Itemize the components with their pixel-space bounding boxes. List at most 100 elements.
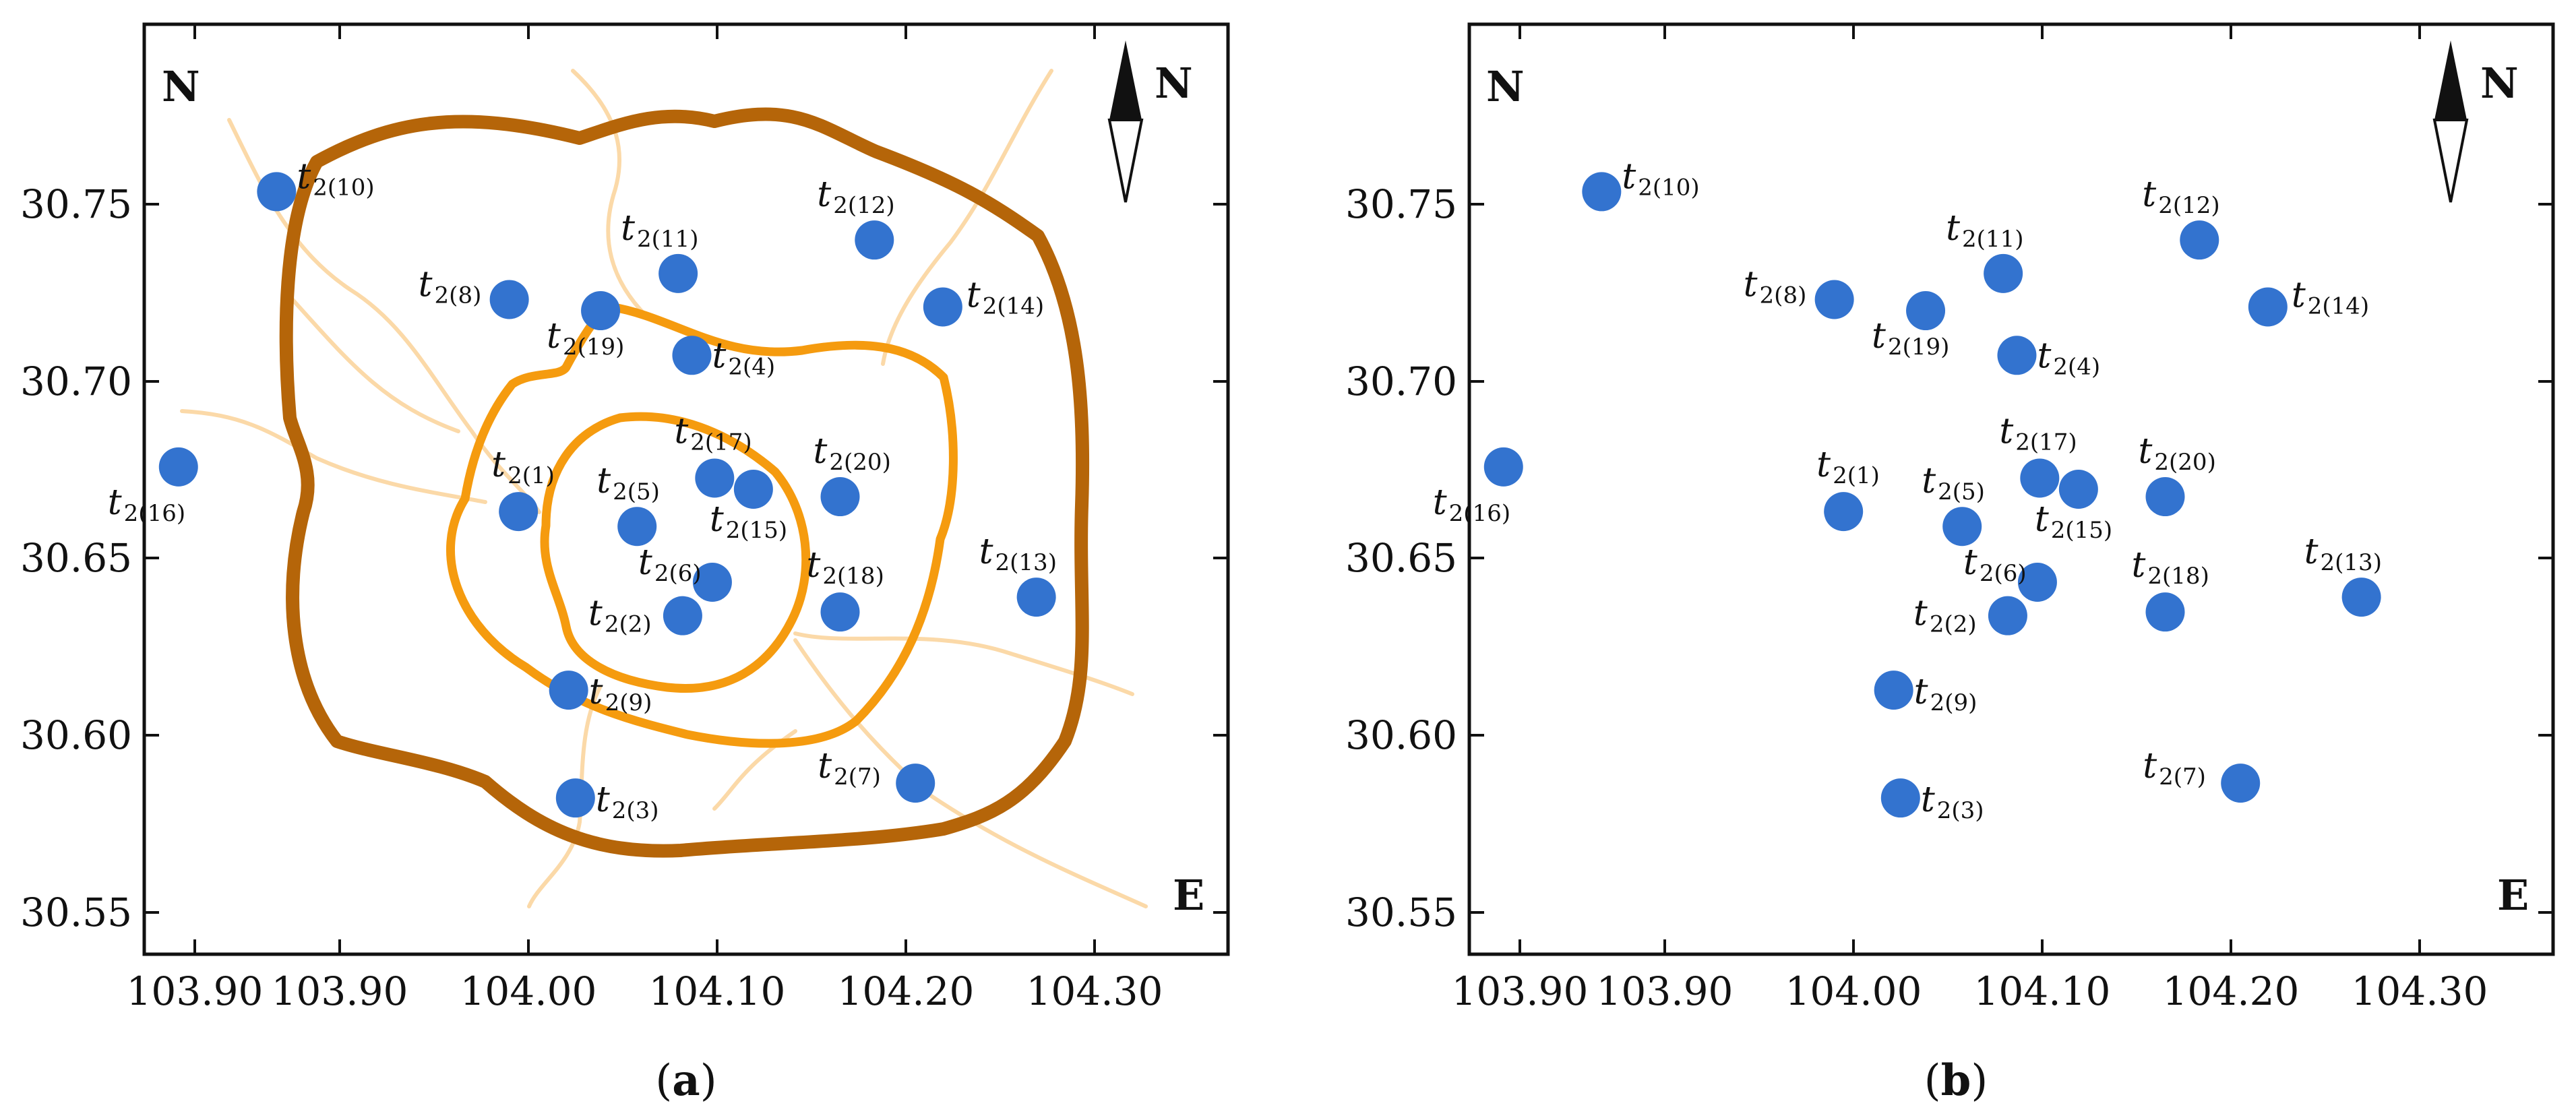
panel-b-frame bbox=[1467, 22, 2555, 956]
point-label: t2(4) bbox=[2037, 336, 2100, 380]
data-point bbox=[1874, 671, 1913, 710]
data-point bbox=[2145, 592, 2185, 632]
data-point bbox=[1016, 578, 1056, 617]
ring-road-inner bbox=[540, 412, 811, 693]
data-point bbox=[733, 470, 773, 509]
data-point bbox=[1582, 172, 1622, 212]
y-tick-label: 30.70 bbox=[20, 359, 132, 404]
point-label: t2(10) bbox=[1622, 156, 1699, 201]
panel-a-east-letter: E bbox=[1173, 871, 1204, 920]
data-point bbox=[2145, 477, 2185, 517]
point-label: t2(13) bbox=[979, 532, 1057, 576]
panel-b-caption-letter: b bbox=[1941, 1055, 1971, 1106]
x-tick-label: 104.00 bbox=[460, 968, 597, 1014]
data-point bbox=[695, 458, 735, 498]
x-tick-label: 104.20 bbox=[838, 968, 975, 1014]
point-label: t2(8) bbox=[1744, 264, 1807, 309]
data-point bbox=[855, 220, 894, 260]
panel-a-frame bbox=[142, 22, 1230, 956]
panel-a-points: t2(1) t2(2) t2(3) t2(4) t2(5) t2(6) t2(7) t2(8)… bbox=[108, 156, 1057, 824]
minor-road bbox=[527, 685, 602, 908]
data-point bbox=[549, 671, 588, 710]
panel-b-caption: (b) bbox=[1924, 1055, 1988, 1106]
data-point bbox=[820, 477, 860, 517]
minor-road bbox=[793, 631, 1134, 696]
point-label: t2(6) bbox=[1963, 542, 2027, 587]
data-point bbox=[555, 778, 595, 818]
point-label: t2(3) bbox=[1921, 780, 1984, 824]
data-point bbox=[692, 563, 732, 602]
point-label: t2(15) bbox=[710, 499, 787, 544]
point-label: t2(14) bbox=[2292, 276, 2369, 320]
point-label: t2(19) bbox=[547, 316, 624, 361]
panel-b-east-letter: E bbox=[2497, 871, 2529, 920]
y-tick-label: 30.70 bbox=[1345, 359, 1457, 404]
panel-a-map-chart: 103.90 103.90 104.00 104.10 104.20 104.30 30.5… bbox=[20, 22, 1230, 1106]
data-point bbox=[2221, 764, 2261, 803]
point-label: t2(19) bbox=[1872, 316, 1949, 361]
north-arrow-dark-icon bbox=[2434, 40, 2467, 120]
point-label: t2(11) bbox=[621, 208, 698, 253]
point-label: t2(12) bbox=[2142, 175, 2219, 219]
point-label: t2(2) bbox=[1913, 594, 1977, 638]
data-point bbox=[257, 172, 297, 212]
y-tick-label: 30.65 bbox=[20, 535, 132, 581]
panel-b-north-letter: N bbox=[1486, 62, 1525, 111]
data-point bbox=[820, 592, 860, 632]
point-label: t2(10) bbox=[297, 156, 374, 201]
panel-a-caption-letter: a bbox=[672, 1055, 700, 1106]
data-point bbox=[1906, 291, 1946, 331]
x-tick-label: 103.90 bbox=[1597, 968, 1734, 1014]
x-tick-label: 104.30 bbox=[2352, 968, 2488, 1014]
data-point bbox=[923, 287, 962, 327]
point-label: t2(17) bbox=[674, 411, 752, 456]
north-arrow-dark-icon bbox=[1109, 40, 1142, 120]
minor-road bbox=[881, 69, 1053, 366]
point-label: t2(16) bbox=[108, 483, 185, 527]
x-tick-label: 104.00 bbox=[1785, 968, 1922, 1014]
point-label: t2(3) bbox=[596, 780, 659, 824]
point-label: t2(20) bbox=[814, 431, 891, 476]
point-label: t2(14) bbox=[967, 276, 1044, 320]
data-point bbox=[1824, 492, 1864, 532]
data-point bbox=[2248, 287, 2288, 327]
ring-road-outer bbox=[279, 107, 1090, 858]
point-label: t2(1) bbox=[1816, 445, 1880, 489]
data-point bbox=[489, 280, 529, 319]
point-label: t2(16) bbox=[1433, 483, 1510, 527]
data-point bbox=[663, 596, 702, 635]
point-label: t2(1) bbox=[491, 445, 555, 489]
point-label: t2(6) bbox=[638, 542, 702, 587]
panel-b-points: t2(1) t2(2) t2(3) t2(4) t2(5) t2(6) t2(7) t2(8)… bbox=[1433, 156, 2382, 824]
data-point bbox=[2017, 563, 2057, 602]
panel-b-axis-ticks: 103.90 103.90 104.00 104.10 104.20 104.30 30.5… bbox=[1345, 24, 2553, 1014]
y-tick-label: 30.75 bbox=[1345, 181, 1457, 227]
point-label: t2(18) bbox=[807, 545, 884, 590]
ring-road-middle bbox=[446, 302, 958, 748]
point-label: t2(5) bbox=[596, 461, 660, 505]
x-tick-label: 104.20 bbox=[2163, 968, 2300, 1014]
panel-a-north-arrow-letter: N bbox=[1155, 59, 1193, 108]
point-label: t2(20) bbox=[2139, 431, 2216, 476]
data-point bbox=[2180, 220, 2219, 260]
data-point bbox=[581, 291, 621, 331]
point-label: t2(7) bbox=[2143, 746, 2206, 790]
data-point bbox=[1880, 778, 1920, 818]
data-point bbox=[896, 764, 936, 803]
point-label: t2(12) bbox=[817, 175, 894, 219]
panel-a-caption: (a) bbox=[655, 1055, 716, 1106]
data-point bbox=[617, 507, 657, 547]
point-label: t2(2) bbox=[588, 594, 652, 638]
y-tick-label: 30.60 bbox=[1345, 712, 1457, 758]
north-arrow-light-icon bbox=[2432, 119, 2469, 203]
north-arrow-light-icon bbox=[1107, 119, 1144, 203]
point-label: t2(7) bbox=[818, 746, 881, 790]
point-label: t2(8) bbox=[419, 264, 482, 309]
point-label: t2(11) bbox=[1946, 208, 2023, 253]
data-point bbox=[1984, 253, 2023, 293]
point-label: t2(5) bbox=[1922, 461, 1985, 505]
y-tick-label: 30.60 bbox=[20, 712, 132, 758]
x-tick-label: 104.10 bbox=[1974, 968, 2111, 1014]
panel-a-north-arrow: N bbox=[1107, 40, 1193, 203]
